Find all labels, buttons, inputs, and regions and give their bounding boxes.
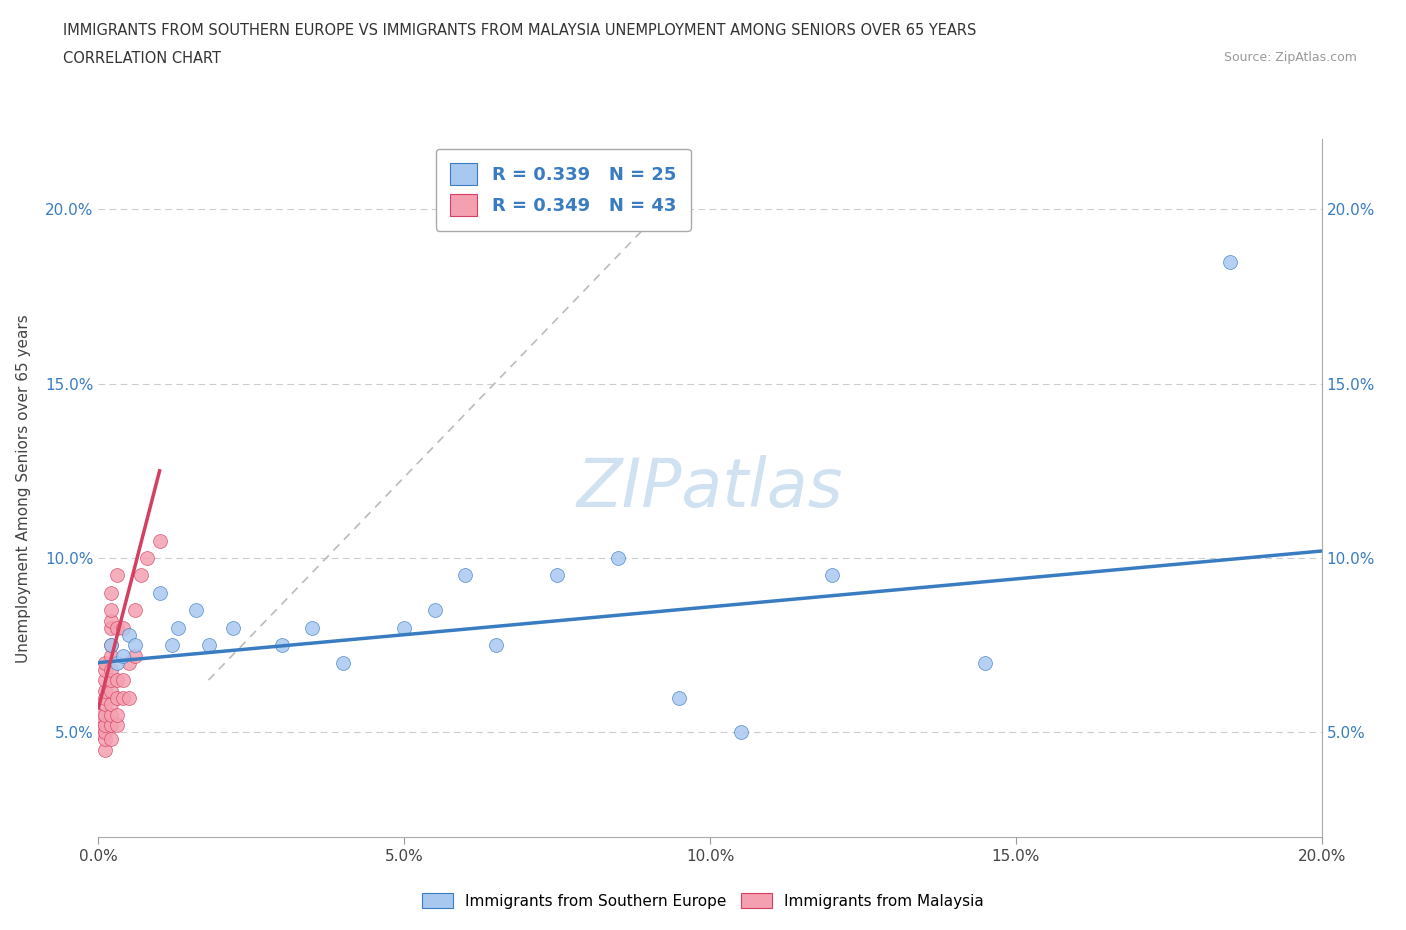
Point bbox=[974, 655, 997, 670]
Point bbox=[100, 620, 122, 635]
Point bbox=[607, 551, 630, 565]
Point bbox=[136, 551, 159, 565]
Point bbox=[93, 690, 115, 705]
Point bbox=[93, 725, 115, 740]
Point bbox=[1219, 254, 1241, 269]
Point bbox=[93, 708, 115, 723]
Point bbox=[270, 638, 292, 653]
Text: Source: ZipAtlas.com: Source: ZipAtlas.com bbox=[1223, 51, 1357, 64]
Point bbox=[100, 586, 122, 601]
Point bbox=[111, 690, 134, 705]
Point bbox=[93, 718, 115, 733]
Point bbox=[129, 568, 152, 583]
Point bbox=[100, 662, 122, 677]
Point bbox=[160, 638, 183, 653]
Point bbox=[93, 683, 115, 698]
Point bbox=[93, 742, 115, 757]
Point bbox=[301, 620, 323, 635]
Point bbox=[167, 620, 190, 635]
Point bbox=[821, 568, 844, 583]
Point bbox=[222, 620, 245, 635]
Legend: R = 0.339   N = 25, R = 0.349   N = 43: R = 0.339 N = 25, R = 0.349 N = 43 bbox=[436, 149, 690, 231]
Text: CORRELATION CHART: CORRELATION CHART bbox=[63, 51, 221, 66]
Point bbox=[93, 698, 115, 712]
Point bbox=[668, 690, 690, 705]
Point bbox=[100, 672, 122, 687]
Point bbox=[105, 672, 128, 687]
Point bbox=[118, 628, 141, 643]
Point bbox=[105, 718, 128, 733]
Point bbox=[111, 620, 134, 635]
Legend: Immigrants from Southern Europe, Immigrants from Malaysia: Immigrants from Southern Europe, Immigra… bbox=[416, 886, 990, 915]
Point bbox=[100, 732, 122, 747]
Point bbox=[124, 603, 146, 618]
Point bbox=[100, 638, 122, 653]
Point bbox=[105, 690, 128, 705]
Point bbox=[105, 620, 128, 635]
Point bbox=[93, 662, 115, 677]
Point bbox=[118, 655, 141, 670]
Point bbox=[100, 718, 122, 733]
Point bbox=[93, 732, 115, 747]
Point bbox=[87, 725, 110, 740]
Point bbox=[186, 603, 208, 618]
Point bbox=[87, 708, 110, 723]
Point bbox=[105, 708, 128, 723]
Point bbox=[105, 655, 128, 670]
Point bbox=[332, 655, 354, 670]
Point bbox=[730, 725, 752, 740]
Point bbox=[93, 655, 115, 670]
Point bbox=[100, 614, 122, 629]
Point bbox=[100, 698, 122, 712]
Point bbox=[149, 586, 172, 601]
Point bbox=[100, 648, 122, 663]
Point bbox=[546, 568, 568, 583]
Y-axis label: Unemployment Among Seniors over 65 years: Unemployment Among Seniors over 65 years bbox=[17, 314, 31, 662]
Point bbox=[124, 648, 146, 663]
Point bbox=[105, 568, 128, 583]
Point bbox=[93, 672, 115, 687]
Point bbox=[485, 638, 508, 653]
Point bbox=[118, 690, 141, 705]
Point bbox=[197, 638, 219, 653]
Point bbox=[423, 603, 446, 618]
Text: IMMIGRANTS FROM SOUTHERN EUROPE VS IMMIGRANTS FROM MALAYSIA UNEMPLOYMENT AMONG S: IMMIGRANTS FROM SOUTHERN EUROPE VS IMMIG… bbox=[63, 23, 977, 38]
Point bbox=[124, 638, 146, 653]
Point bbox=[100, 603, 122, 618]
Point bbox=[87, 718, 110, 733]
Point bbox=[392, 620, 416, 635]
Point bbox=[100, 708, 122, 723]
Point bbox=[100, 683, 122, 698]
Point bbox=[100, 638, 122, 653]
Point bbox=[111, 672, 134, 687]
Point bbox=[454, 568, 477, 583]
Point bbox=[149, 533, 172, 548]
Text: ZIPatlas: ZIPatlas bbox=[576, 456, 844, 521]
Point bbox=[111, 648, 134, 663]
